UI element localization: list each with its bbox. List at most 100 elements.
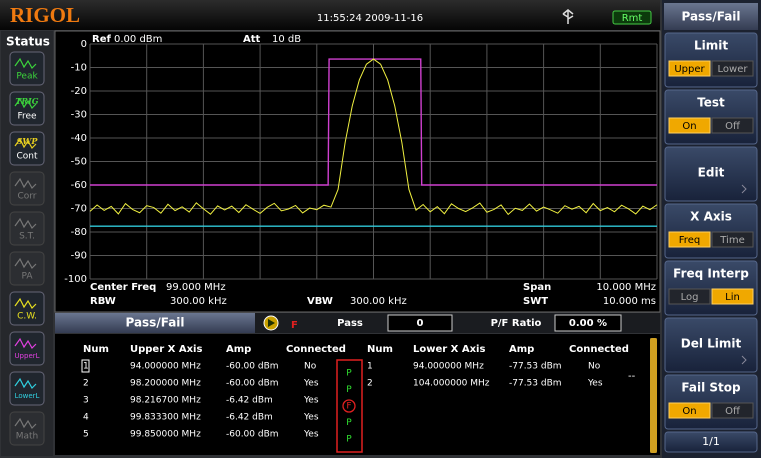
submenu-arrow [741, 355, 747, 365]
result-flag: F [346, 402, 351, 412]
ratio-box [554, 314, 622, 332]
table-cell: No [588, 362, 601, 372]
y-tick-label: -20 [71, 86, 87, 97]
softkey-option[interactable] [668, 231, 711, 248]
table-header: Upper X Axis [130, 344, 202, 355]
table-cell: -6.42 dBm [226, 396, 273, 406]
softkey-option-label: Lower [718, 64, 749, 75]
more-indicator: -- [628, 371, 636, 382]
fail-ring [342, 399, 356, 413]
table-cell: Yes [303, 413, 319, 423]
table-cell: 1 [83, 362, 89, 372]
softkey[interactable] [664, 317, 758, 373]
table-cell: 99.833300 MHz [130, 413, 201, 423]
header-bar [0, 0, 660, 30]
status-icon [14, 257, 37, 269]
pass-count: 0 [417, 318, 424, 329]
ref-label: Ref [92, 34, 111, 45]
softkey-option[interactable] [711, 288, 754, 305]
table-cell: 5 [83, 430, 89, 440]
upper-limit-line [90, 58, 657, 186]
table-cell: -60.00 dBm [226, 379, 279, 389]
softkey-option[interactable] [711, 231, 754, 248]
table-cell: No [304, 362, 317, 372]
result-box [336, 359, 363, 453]
table-header: Num [367, 344, 393, 355]
y-tick-label: -60 [71, 180, 87, 191]
span-value: 10.000 MHz [596, 282, 656, 293]
status-button[interactable] [9, 331, 45, 366]
table-header: Connected [569, 344, 629, 355]
remote-indicator [612, 10, 652, 25]
status-title: Status [6, 35, 50, 49]
status-label: S.T. [19, 232, 35, 242]
table-header: Amp [509, 344, 534, 355]
row-cursor [81, 359, 90, 373]
table-cell: -60.00 dBm [226, 430, 279, 440]
status-icon [14, 57, 37, 69]
result-flag: P [346, 435, 352, 445]
menu-title-bar [664, 3, 758, 30]
trace [89, 58, 658, 216]
table-cell: 99.850000 MHz [130, 430, 201, 440]
status-label: Peak [16, 72, 38, 82]
status-icon [14, 137, 37, 149]
table-cell: 2 [83, 379, 89, 389]
status-icon [14, 377, 37, 389]
scroll-thumb[interactable] [650, 338, 657, 453]
y-tick-label: -50 [71, 157, 87, 168]
status-icon [14, 217, 37, 229]
softkey-option-label: Time [719, 235, 744, 246]
softkey-label: Del Limit [681, 337, 742, 351]
y-tick-label: -30 [71, 110, 87, 121]
softkey-option[interactable] [668, 60, 711, 77]
status-button[interactable] [9, 371, 45, 406]
y-tick-label: -90 [71, 251, 87, 262]
table-header: Lower X Axis [413, 344, 485, 355]
softkey-label: Test [697, 96, 725, 110]
softkey-option-label: Off [725, 121, 741, 132]
table-cell: 98.216700 MHz [130, 396, 201, 406]
softkey-option-label: Lin [725, 292, 740, 303]
softkey-option-label: Log [681, 292, 699, 303]
swt-value: 10.000 ms [603, 296, 656, 307]
status-icon [14, 177, 37, 189]
softkey-label: Edit [698, 166, 725, 180]
softkey-option[interactable] [711, 60, 754, 77]
softkey-option-label: On [682, 121, 696, 132]
center-value: 99.000 MHz [166, 282, 226, 293]
status-label: UpperL [14, 352, 39, 360]
plot-frame [54, 30, 661, 313]
vbw-label: VBW [307, 296, 333, 307]
table-cell: -77.53 dBm [509, 362, 562, 372]
table-cell: 94.000000 MHz [413, 362, 484, 372]
status-tag: SWP [17, 136, 39, 146]
pf-title-bar [55, 313, 255, 333]
table-cell: Yes [587, 379, 603, 389]
pass-label: Pass [337, 318, 363, 329]
result-flag: P [346, 385, 352, 395]
table-cell: -77.53 dBm [509, 379, 562, 389]
swt-label: SWT [523, 296, 548, 307]
softkey-option[interactable] [668, 117, 711, 134]
fail-flag: F [291, 320, 298, 331]
y-tick-label: -100 [64, 274, 87, 285]
y-tick-label: -40 [71, 133, 87, 144]
softkey-option[interactable] [711, 402, 754, 419]
softkey-option[interactable] [668, 402, 711, 419]
rbw-label: RBW [90, 296, 116, 307]
status-label: Corr [17, 192, 36, 202]
span-label: Span [523, 282, 551, 293]
table-header: Amp [226, 344, 251, 355]
logo: RIGOL [10, 3, 80, 27]
softkey-option[interactable] [711, 117, 754, 134]
softkey[interactable] [664, 146, 758, 202]
rbw-value: 300.00 kHz [170, 296, 227, 307]
softkey-option[interactable] [668, 288, 711, 305]
status-label: Math [16, 432, 39, 442]
clock: 11:55:24 2009-11-16 [317, 13, 423, 24]
result-flag: P [346, 418, 352, 428]
status-tag: TRIG [15, 96, 38, 106]
table-cell: 94.000000 MHz [130, 362, 201, 372]
